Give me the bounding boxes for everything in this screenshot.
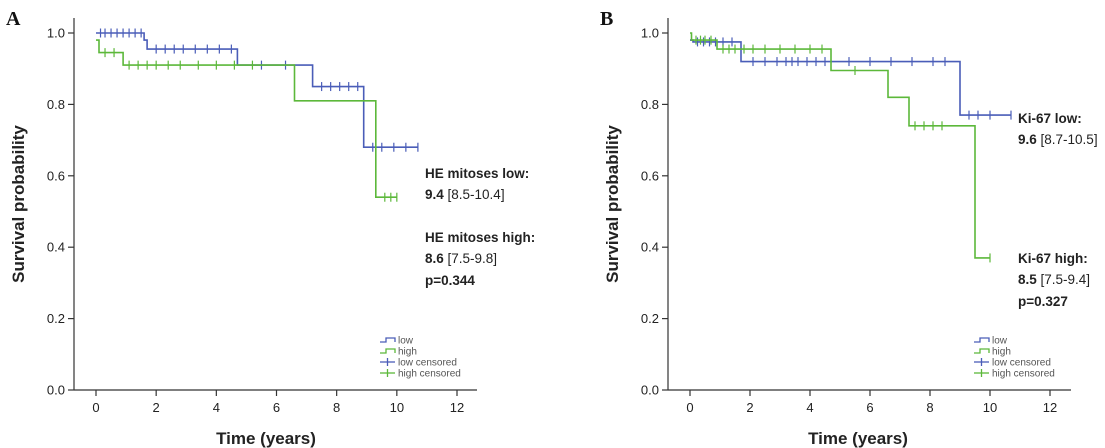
legend-label: low	[992, 336, 1008, 347]
annotation-line: HE mitoses high:	[425, 230, 535, 245]
legend-label: high	[992, 347, 1011, 358]
series-line-high	[96, 39, 397, 198]
annotation-line: 9.4 [8.5-10.4]	[425, 187, 505, 202]
x-tick-label: 0	[92, 400, 99, 415]
annotation-segment: 9.6	[1018, 132, 1037, 147]
x-tick-label: 12	[1043, 400, 1057, 415]
legend-label: low censored	[992, 358, 1051, 369]
y-tick-label: 0.2	[47, 311, 65, 326]
annotation-segment: p=0.327	[1018, 294, 1068, 309]
series-line-low	[96, 32, 418, 148]
x-tick-label: 6	[273, 400, 280, 415]
y-axis-title: Survival probability	[9, 125, 28, 283]
x-tick-label: 8	[333, 400, 340, 415]
annotation-segment: p=0.344	[425, 273, 475, 288]
y-tick-label: 0.4	[47, 240, 65, 255]
annotation-line: p=0.344	[425, 273, 475, 288]
x-axis-title: Time (years)	[808, 429, 908, 448]
annotation-segment: [7.5-9.8]	[444, 251, 497, 266]
annotation-line: 8.5 [7.5-9.4]	[1018, 272, 1090, 287]
legend-label: low censored	[398, 358, 457, 369]
legend-label: high censored	[398, 369, 461, 380]
panel-letter: A	[6, 8, 21, 30]
y-tick-label: 0.6	[47, 168, 65, 183]
x-axis-title: Time (years)	[216, 429, 316, 448]
y-tick-label: 0.0	[641, 383, 659, 398]
panel-letter: B	[600, 8, 613, 30]
y-tick-label: 1.0	[641, 26, 659, 41]
series-line-high	[690, 32, 990, 259]
annotation-segment: [8.7-10.5]	[1037, 132, 1098, 147]
legend-step-symbol	[380, 337, 396, 343]
series-line-low	[690, 39, 1011, 116]
x-tick-label: 4	[213, 400, 220, 415]
legend-label: high censored	[992, 369, 1055, 380]
legend-step-symbol	[974, 337, 990, 343]
x-tick-label: 10	[983, 400, 997, 415]
x-tick-label: 4	[806, 400, 813, 415]
y-tick-label: 0.4	[641, 240, 659, 255]
y-axis-title: Survival probability	[603, 125, 622, 283]
x-tick-label: 6	[866, 400, 873, 415]
annotation-line: 8.6 [7.5-9.8]	[425, 251, 497, 266]
legend-label: low	[398, 336, 414, 347]
annotation-line: Ki-67 high:	[1018, 251, 1088, 266]
y-tick-label: 0.8	[47, 97, 65, 112]
annotation-segment: 8.6	[425, 251, 444, 266]
legend-step-symbol	[380, 348, 396, 354]
annotation-segment: Ki-67 low:	[1018, 111, 1082, 126]
y-tick-label: 0.6	[641, 168, 659, 183]
annotation-segment: [7.5-9.4]	[1037, 272, 1090, 287]
chart-panel-a: A 0.0 0.2 0.4 0.6 0.8 1.0 0 2 4 6 8 10 12 Time (years)…	[6, 8, 535, 448]
legend-label: high	[398, 347, 417, 358]
chart-panel-b: B 0.0 0.2 0.4 0.6 0.8 1.0 0 2 4 6 8 10 12 Time (years)…	[600, 8, 1098, 448]
y-tick-label: 0.0	[47, 383, 65, 398]
annotation-segment: [8.5-10.4]	[444, 187, 505, 202]
x-tick-label: 8	[926, 400, 933, 415]
legend-step-symbol	[974, 348, 990, 354]
x-tick-label: 12	[450, 400, 464, 415]
annotation-line: Ki-67 low:	[1018, 111, 1082, 126]
x-tick-label: 0	[686, 400, 693, 415]
annotation-segment: 8.5	[1018, 272, 1037, 287]
annotation-line: HE mitoses low:	[425, 166, 529, 181]
annotation-line: p=0.327	[1018, 294, 1068, 309]
x-tick-label: 10	[390, 400, 404, 415]
annotation-segment: HE mitoses high:	[425, 230, 535, 245]
y-tick-label: 0.2	[641, 311, 659, 326]
y-tick-label: 1.0	[47, 26, 65, 41]
x-tick-label: 2	[153, 400, 160, 415]
annotation-line: 9.6 [8.7-10.5]	[1018, 132, 1098, 147]
y-tick-label: 0.8	[641, 97, 659, 112]
x-tick-label: 2	[746, 400, 753, 415]
annotation-segment: HE mitoses low:	[425, 166, 529, 181]
annotation-segment: 9.4	[425, 187, 444, 202]
annotation-segment: Ki-67 high:	[1018, 251, 1088, 266]
